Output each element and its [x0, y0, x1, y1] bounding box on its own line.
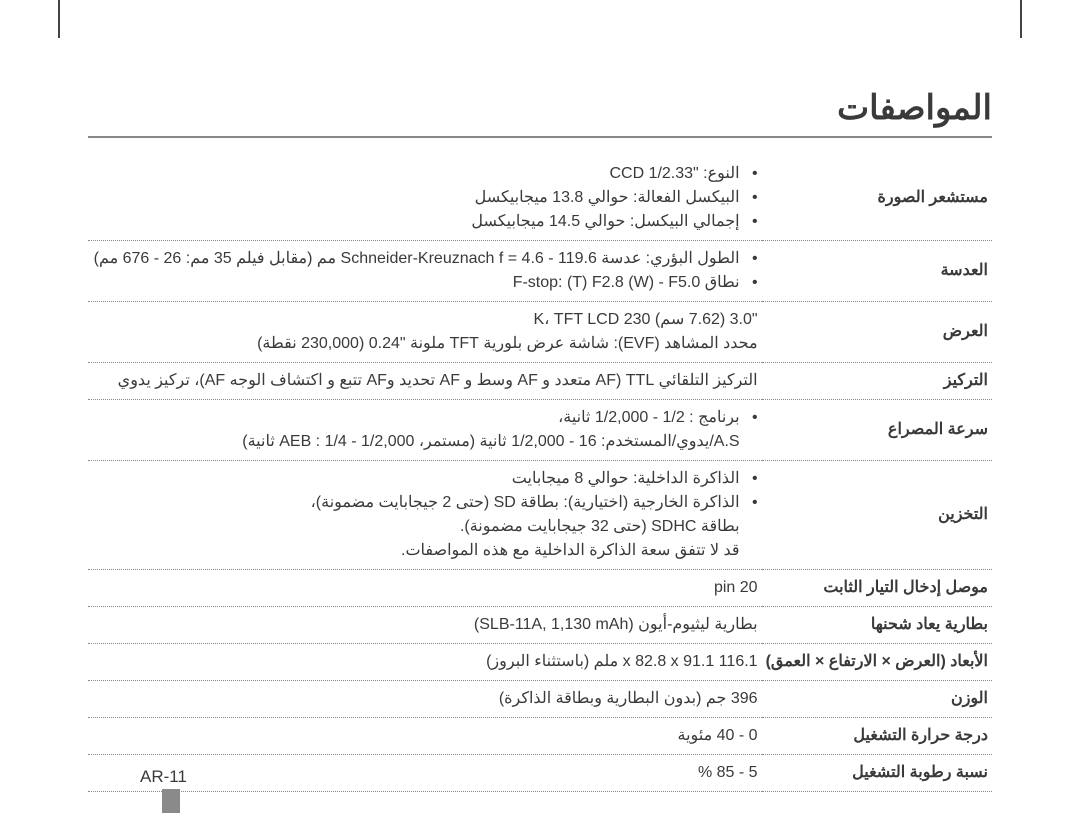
spec-row: الأبعاد (العرض × الارتفاع × العمق)116.1 …	[88, 644, 992, 681]
spec-label: العدسة	[762, 241, 992, 302]
page-crop-left	[58, 0, 60, 38]
spec-label: نسبة رطوبة التشغيل	[762, 755, 992, 792]
spec-label: سرعة المصراع	[762, 400, 992, 461]
spec-value: 20 pin	[88, 570, 762, 607]
spec-label: الأبعاد (العرض × الارتفاع × العمق)	[762, 644, 992, 681]
spec-value: "3.0 (7.62 سم) 230 K، TFT LCDمحدد المشاه…	[88, 302, 762, 363]
spec-row: سرعة المصراعبرنامج : 1/2 - 1/2,000 ثانية…	[88, 400, 992, 461]
spec-label: التركيز	[762, 363, 992, 400]
spec-value: بطارية ليثيوم-أيون (SLB-11A, 1,130 mAh)	[88, 607, 762, 644]
spec-value: التركيز التلقائي TTL (AF متعدد و AF وسط …	[88, 363, 762, 400]
spec-label: الوزن	[762, 681, 992, 718]
spec-value: 116.1 x 82.8 x 91.1 ملم (باستثناء البروز…	[88, 644, 762, 681]
spec-value: الذاكرة الداخلية: حوالي 8 ميجابايتالذاكر…	[88, 461, 762, 570]
spec-value: النوع: "CCD 1/2.33البيكسل الفعالة: حوالي…	[88, 156, 762, 241]
page-number: AR-11	[140, 767, 187, 787]
spec-table: مستشعر الصورةالنوع: "CCD 1/2.33البيكسل ا…	[88, 156, 992, 792]
page-title: المواصفات	[88, 88, 992, 138]
spec-row: موصل إدخال التيار الثابت20 pin	[88, 570, 992, 607]
spec-row: التركيزالتركيز التلقائي TTL (AF متعدد و …	[88, 363, 992, 400]
spec-value: 396 جم (بدون البطارية وبطاقة الذاكرة)	[88, 681, 762, 718]
spec-row: التخزينالذاكرة الداخلية: حوالي 8 ميجاباي…	[88, 461, 992, 570]
spec-row: نسبة رطوبة التشغيل5 - 85 %	[88, 755, 992, 792]
spec-row: الوزن396 جم (بدون البطارية وبطاقة الذاكر…	[88, 681, 992, 718]
spec-label: بطارية يعاد شحنها	[762, 607, 992, 644]
spec-label: التخزين	[762, 461, 992, 570]
page-tab-marker	[162, 789, 180, 813]
spec-value: الطول البؤري: عدسة Schneider-Kreuznach f…	[88, 241, 762, 302]
spec-row: العرض"3.0 (7.62 سم) 230 K، TFT LCDمحدد ا…	[88, 302, 992, 363]
page-crop-right	[1020, 0, 1022, 38]
spec-label: درجة حرارة التشغيل	[762, 718, 992, 755]
spec-row: درجة حرارة التشغيل0 - 40 مئوية	[88, 718, 992, 755]
spec-row: بطارية يعاد شحنهابطارية ليثيوم-أيون (SLB…	[88, 607, 992, 644]
spec-value: برنامج : 1/2 - 1/2,000 ثانية،A.S/يدوي/ال…	[88, 400, 762, 461]
spec-row: العدسةالطول البؤري: عدسة Schneider-Kreuz…	[88, 241, 992, 302]
spec-value: 5 - 85 %	[88, 755, 762, 792]
spec-label: موصل إدخال التيار الثابت	[762, 570, 992, 607]
page-container: المواصفات مستشعر الصورةالنوع: "CCD 1/2.3…	[0, 0, 1080, 792]
spec-label: العرض	[762, 302, 992, 363]
spec-value: 0 - 40 مئوية	[88, 718, 762, 755]
spec-row: مستشعر الصورةالنوع: "CCD 1/2.33البيكسل ا…	[88, 156, 992, 241]
spec-label: مستشعر الصورة	[762, 156, 992, 241]
